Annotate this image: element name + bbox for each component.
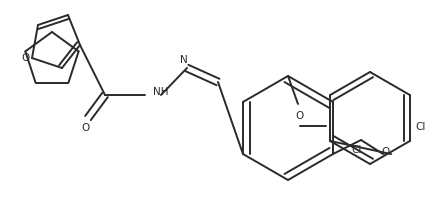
Text: Cl: Cl (416, 122, 426, 132)
Text: O: O (81, 123, 89, 133)
Text: O: O (381, 147, 389, 157)
Text: N: N (180, 55, 188, 65)
Text: Cl: Cl (351, 145, 362, 155)
Text: O: O (21, 53, 29, 63)
Text: NH: NH (153, 87, 168, 97)
Text: O: O (296, 111, 304, 121)
